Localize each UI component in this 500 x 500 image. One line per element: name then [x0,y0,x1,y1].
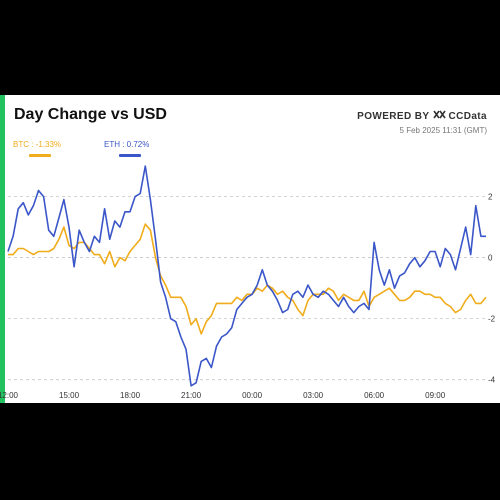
x-tick-label: 18:00 [120,391,141,400]
legend-item-btc[interactable]: BTC : -1.33% [13,140,62,157]
timestamp: 5 Feb 2025 11:31 (GMT) [399,126,487,135]
x-tick-label: 03:00 [303,391,324,400]
powered-by-label: POWERED BY [357,110,430,122]
x-tick-label: 09:00 [425,391,446,400]
legend-swatch-eth [119,154,141,157]
legend-swatch-btc [29,154,51,157]
x-tick-label: 06:00 [364,391,385,400]
accent-bar [0,95,5,403]
btc-series-line [8,223,487,335]
x-tick-label: 12:00 [0,391,19,400]
y-tick-label: 0 [488,254,493,263]
legend-label-eth: ETH : 0.72% [104,140,150,149]
ccdata-logo-icon [433,109,447,123]
chart-title: Day Change vs USD [14,106,167,123]
chart-card: Day Change vs USD POWERED BY CCData 5 Fe… [0,95,500,403]
y-tick-label: -4 [488,376,496,385]
brand-name: CCData [448,110,487,122]
line-chart[interactable]: 2 0 -2 -4 12:00 15:00 18:00 21:00 00:00 03:00 06:0… [0,95,500,403]
x-tick-label: 21:00 [181,391,202,400]
eth-series-line [7,165,486,387]
x-tick-label: 15:00 [59,391,80,400]
legend-label-btc: BTC : -1.33% [13,140,62,149]
legend-item-eth[interactable]: ETH : 0.72% [104,140,150,157]
y-tick-label: 2 [488,193,493,202]
x-tick-label: 00:00 [242,391,263,400]
y-tick-label: -2 [488,315,496,324]
powered-by-badge[interactable]: POWERED BY CCData [357,109,487,123]
